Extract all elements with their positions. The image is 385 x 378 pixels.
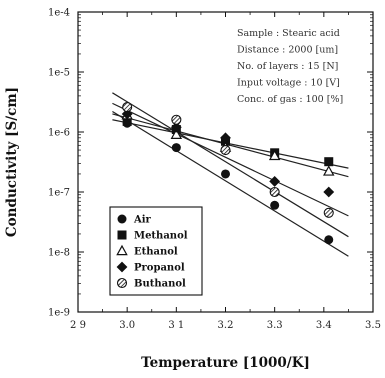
legend-label: Ethanol xyxy=(134,247,178,258)
data-point-air xyxy=(171,143,181,153)
fit-line-ethanol xyxy=(112,113,349,178)
fit-line-propanol xyxy=(112,102,349,217)
legend-label: Air xyxy=(133,215,152,226)
x-tick-label: 2 9 xyxy=(70,320,86,331)
data-point-methanol xyxy=(122,116,132,126)
x-tick-label: 3.4 xyxy=(316,320,332,331)
legend-label: Methanol xyxy=(134,231,188,242)
data-point-ethanol xyxy=(170,128,183,139)
y-tick-label: 1e-7 xyxy=(48,188,70,199)
legend-marker-air xyxy=(117,214,127,224)
x-axis-label: Temperature [1000/K] xyxy=(141,355,310,371)
x-tick-label: 3.2 xyxy=(218,320,234,331)
fit-line-methanol xyxy=(112,119,349,169)
legend-marker-methanol xyxy=(117,230,127,240)
data-point-buthanol xyxy=(122,102,133,113)
data-point-propanol xyxy=(220,132,231,144)
y-tick-label: 1e-6 xyxy=(48,128,70,139)
data-point-air xyxy=(221,169,230,179)
x-tick-label: 3.0 xyxy=(119,320,135,331)
y-axis-label: Conductivity [S/cm] xyxy=(4,87,20,237)
data-point-air xyxy=(270,200,280,210)
data-point-buthanol xyxy=(171,114,182,125)
data-point-ethanol xyxy=(268,149,281,161)
y-tick-label: 1e-5 xyxy=(48,68,70,79)
data-point-buthanol xyxy=(269,186,280,198)
data-point-methanol xyxy=(324,157,334,167)
data-point-buthanol xyxy=(220,145,231,156)
annotation-line: Input voltage : 10 [V] xyxy=(237,78,340,89)
legend-marker-buthanol xyxy=(116,277,128,289)
data-point-buthanol xyxy=(323,207,334,218)
legend-label: Propanol xyxy=(134,263,185,274)
y-tick-label: 1e-4 xyxy=(48,8,70,19)
y-tick-label: 1e-8 xyxy=(48,248,70,259)
y-tick-label: 1e-9 xyxy=(48,308,70,319)
x-tick-label: 3.3 xyxy=(267,320,283,331)
x-tick-label: 3 1 xyxy=(168,320,184,331)
fit-line-buthanol xyxy=(112,92,349,238)
legend-marker-ethanol xyxy=(116,244,128,256)
annotation-line: Conc. of gas : 100 [%] xyxy=(237,94,343,105)
annotation-line: Distance : 2000 [um] xyxy=(237,45,338,56)
x-tick-label: 3.5 xyxy=(365,320,381,331)
annotation-line: Sample : Stearic acid xyxy=(237,28,340,39)
data-point-propanol xyxy=(269,176,281,187)
data-point-propanol xyxy=(170,121,182,133)
data-point-ethanol xyxy=(323,165,335,176)
legend-label: Buthanol xyxy=(134,279,186,290)
legend-marker-propanol xyxy=(116,261,128,273)
data-point-air xyxy=(324,235,334,245)
data-point-propanol xyxy=(323,186,335,198)
annotation-line: No. of layers : 15 [N] xyxy=(237,61,338,72)
fit-line-air xyxy=(112,110,349,257)
